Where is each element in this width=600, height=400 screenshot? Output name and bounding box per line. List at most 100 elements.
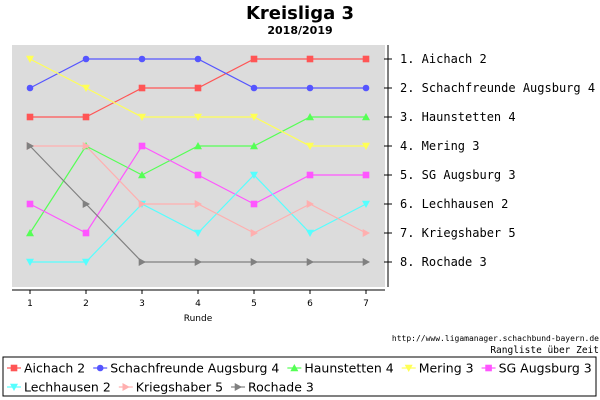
data-point [194, 55, 202, 63]
data-point [138, 55, 146, 63]
plot-area [12, 45, 385, 287]
x-tick-label: 2 [83, 299, 89, 309]
data-point [138, 171, 146, 179]
data-point [138, 142, 146, 150]
legend-marker [485, 364, 492, 372]
data-point [26, 200, 34, 208]
data-point [26, 229, 34, 237]
legend-label: Lechhausen 2 [24, 380, 111, 395]
data-point [362, 229, 370, 237]
legend-label: Haunstetten 4 [304, 361, 393, 376]
legend-marker [10, 364, 18, 372]
data-point [250, 171, 258, 179]
legend-marker [234, 383, 243, 391]
data-point [82, 84, 90, 92]
legend-item: Haunstetten 4 [287, 361, 394, 376]
series-1 [26, 55, 370, 92]
legend-marker [10, 383, 18, 391]
data-point [138, 84, 146, 92]
rank-label: 8. Rochade 3 [400, 255, 487, 269]
legend: Aichach 2 Schachfreunde Augsburg 4 Haunste… [7, 361, 592, 395]
rank-labels: 1. Aichach 2 2. Schachfreunde Augsburg 4 3… [400, 52, 595, 269]
x-tick-label: 4 [195, 299, 201, 309]
data-point [26, 258, 34, 266]
x-tick-label: 5 [251, 299, 257, 309]
data-point [306, 142, 314, 150]
data-point [26, 142, 34, 150]
data-point [194, 258, 202, 266]
data-point [82, 113, 90, 121]
rank-label: 6. Lechhausen 2 [400, 197, 508, 211]
series-0 [26, 55, 370, 121]
data-point [82, 55, 90, 63]
series-4 [26, 142, 370, 237]
legend-marker [122, 383, 130, 391]
x-axis-label: Runde [184, 314, 213, 324]
legend-label: Aichach 2 [24, 361, 85, 376]
x-tick-label: 6 [307, 299, 313, 309]
data-point [138, 113, 146, 121]
rank-label: 1. Aichach 2 [400, 52, 487, 66]
rank-label: 3. Haunstetten 4 [400, 110, 516, 124]
legend-label: SG Augsburg 3 [499, 361, 592, 376]
data-point [250, 200, 258, 208]
data-point [194, 142, 202, 150]
data-point [362, 113, 370, 121]
series-layer [26, 55, 370, 266]
data-point [306, 171, 314, 179]
data-point [194, 84, 202, 92]
data-point [194, 113, 202, 121]
data-point [138, 258, 146, 266]
legend-box [2, 356, 597, 397]
x-tick-label: 1 [27, 299, 33, 309]
data-point [250, 113, 258, 121]
chart-caption: Rangliste über Zeit [490, 345, 599, 356]
data-point [194, 200, 202, 208]
legend-label: Kriegshaber 5 [136, 380, 223, 395]
legend-item: Mering 3 [401, 361, 474, 376]
legend-item: SG Augsburg 3 [481, 361, 592, 376]
legend-label: Schachfreunde Augsburg 4 [110, 361, 279, 376]
legend-label: Mering 3 [419, 361, 474, 376]
data-point [82, 200, 90, 208]
data-point [250, 142, 258, 150]
data-point [250, 84, 258, 92]
data-point [82, 229, 90, 237]
legend-marker [96, 364, 104, 372]
data-point [82, 142, 90, 150]
legend-marker [404, 364, 413, 372]
data-point [362, 258, 370, 266]
data-point [82, 258, 90, 266]
source-note: http://www.ligamanager.schachbund-bayern… [392, 334, 599, 343]
data-point [250, 258, 258, 266]
rank-label: 5. SG Augsburg 3 [400, 168, 516, 182]
rank-label: 4. Mering 3 [400, 139, 479, 153]
rank-label: 2. Schachfreunde Augsburg 4 [400, 81, 595, 95]
series-3 [26, 55, 370, 150]
x-axis-ticks: 1 2 3 4 5 6 7 [27, 290, 369, 309]
legend-item: Rochade 3 [231, 380, 314, 395]
data-point [362, 142, 370, 150]
data-point [362, 84, 370, 92]
chart-subtitle: 2018/2019 [267, 24, 332, 37]
data-point [306, 55, 314, 63]
data-point [362, 55, 370, 63]
data-point [250, 55, 258, 63]
data-point [138, 200, 146, 208]
data-point [26, 55, 34, 63]
legend-item: Kriegshaber 5 [118, 380, 223, 395]
legend-item: Schachfreunde Augsburg 4 [93, 361, 279, 376]
rank-label: 7. Kriegshaber 5 [400, 226, 516, 240]
data-point [362, 200, 370, 208]
data-point [194, 229, 202, 237]
legend-item: Aichach 2 [7, 361, 85, 376]
legend-item: Lechhausen 2 [7, 380, 111, 395]
x-tick-label: 7 [363, 299, 369, 309]
data-point [306, 200, 314, 208]
data-point [306, 258, 314, 266]
data-point [250, 229, 258, 237]
data-point [194, 171, 202, 179]
data-point [26, 113, 34, 121]
data-point [306, 113, 314, 121]
